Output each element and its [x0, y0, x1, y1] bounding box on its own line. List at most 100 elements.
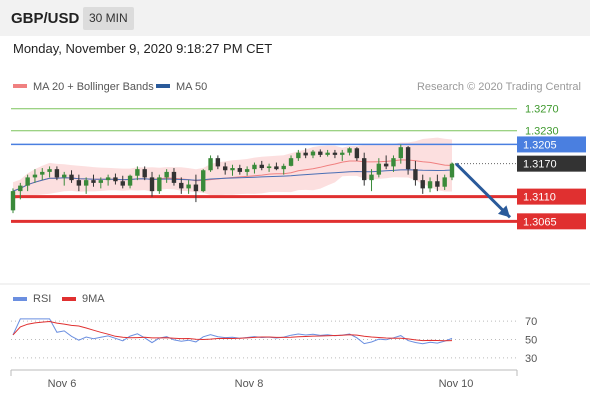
- candle: [25, 174, 30, 192]
- candle-body: [105, 177, 111, 181]
- last-price-box: [517, 155, 586, 172]
- rsi-tick-70: 70: [525, 316, 537, 328]
- candle-body: [369, 174, 374, 181]
- candle-body: [18, 185, 23, 192]
- candle: [274, 162, 279, 171]
- candle: [347, 147, 352, 156]
- candle: [325, 149, 330, 157]
- candle: [266, 163, 272, 172]
- rsi-line: [12, 318, 453, 345]
- ma50-legend-label: MA 50: [176, 81, 207, 93]
- candle: [340, 149, 345, 161]
- rsi-tick-30: 30: [525, 353, 537, 365]
- price-chart: MA 20 + Bollinger Bands MA 50 Research ©…: [0, 81, 590, 390]
- candle: [91, 174, 96, 187]
- candle: [157, 174, 162, 194]
- candle-body: [91, 180, 96, 183]
- candle-body: [193, 184, 199, 192]
- chart-datetime: Monday, November 9, 2020 9:18:27 PM CET: [13, 41, 273, 56]
- candle-body: [179, 182, 184, 189]
- candle-body: [171, 171, 177, 183]
- candle-body: [244, 169, 250, 172]
- candle: [186, 180, 191, 194]
- rsi-tick-50: 50: [525, 335, 537, 347]
- candle-body: [25, 177, 30, 186]
- candle-body: [127, 175, 133, 186]
- candle-body: [347, 148, 352, 153]
- candle-body: [259, 164, 264, 169]
- candle-body: [120, 181, 125, 186]
- resistance-label-0: 1.3270: [525, 104, 559, 116]
- candle-body: [54, 169, 60, 178]
- candle-body: [157, 177, 162, 192]
- candle-body: [32, 174, 38, 178]
- candle: [376, 158, 382, 178]
- candle: [98, 177, 103, 189]
- candle: [427, 177, 433, 193]
- candle-body: [420, 180, 425, 189]
- candle: [442, 174, 447, 191]
- rsi-ma-legend-label: 9MA: [82, 293, 105, 305]
- candle: [413, 160, 418, 186]
- candle-body: [62, 174, 67, 178]
- candle-body: [332, 152, 338, 155]
- candle-body: [435, 181, 440, 187]
- resistance-label-1: 1.3230: [525, 126, 559, 138]
- support-box-4: [517, 188, 586, 205]
- candle: [449, 162, 455, 181]
- candle: [69, 170, 74, 183]
- candle-body: [76, 180, 82, 186]
- candle: [310, 149, 316, 159]
- candle: [142, 166, 147, 181]
- candle: [259, 160, 264, 171]
- candle-body: [135, 169, 140, 176]
- candle: [244, 166, 250, 176]
- candle-body: [215, 158, 221, 167]
- candle: [420, 174, 425, 194]
- candle: [179, 177, 184, 194]
- candle: [332, 149, 338, 159]
- candle-body: [142, 169, 147, 178]
- rsi-ma-legend-swatch: [62, 297, 76, 301]
- candle-body: [391, 158, 396, 167]
- candle-body: [449, 163, 455, 178]
- currency-pair: GBP/USD: [11, 10, 80, 27]
- candle: [318, 149, 323, 158]
- ma50-legend-swatch: [156, 84, 170, 88]
- candle-body: [383, 163, 389, 167]
- candle: [40, 168, 45, 181]
- candle: [435, 174, 440, 192]
- candle: [354, 147, 360, 161]
- level-label-last: 1.3170: [517, 155, 586, 172]
- candle-body: [427, 181, 433, 189]
- candle-body: [376, 163, 382, 175]
- rsi-ma-line: [12, 320, 453, 342]
- candle-body: [325, 152, 330, 155]
- x-label-nov6: Nov 6: [48, 378, 77, 390]
- ma20-legend-label: MA 20 + Bollinger Bands: [33, 81, 154, 93]
- candle-body: [274, 166, 279, 170]
- forecast-arrow-shaft: [454, 162, 512, 219]
- candle: [281, 163, 286, 175]
- candle-body: [303, 152, 308, 156]
- forecast-arrow-head: [497, 205, 510, 218]
- candle-body: [237, 168, 243, 172]
- candle: [10, 188, 16, 214]
- candle: [47, 166, 52, 178]
- candle: [32, 169, 38, 183]
- candle: [164, 169, 169, 183]
- last-price-text: 1.3170: [523, 159, 557, 171]
- chart-container: MA 20 + Bollinger Bands MA 50 Research ©…: [0, 62, 590, 400]
- candle: [193, 174, 199, 203]
- candle-body: [186, 184, 191, 189]
- candle-body: [10, 191, 16, 211]
- candle-body: [266, 166, 272, 169]
- candle-body: [354, 148, 360, 159]
- candle: [222, 162, 228, 175]
- candle-body: [113, 177, 118, 182]
- timeframe-badge[interactable]: 30 MIN: [83, 7, 134, 30]
- candle-body: [296, 152, 301, 159]
- ma20-legend-swatch: [13, 84, 27, 88]
- candle-body: [442, 177, 447, 187]
- candle-body: [318, 151, 323, 155]
